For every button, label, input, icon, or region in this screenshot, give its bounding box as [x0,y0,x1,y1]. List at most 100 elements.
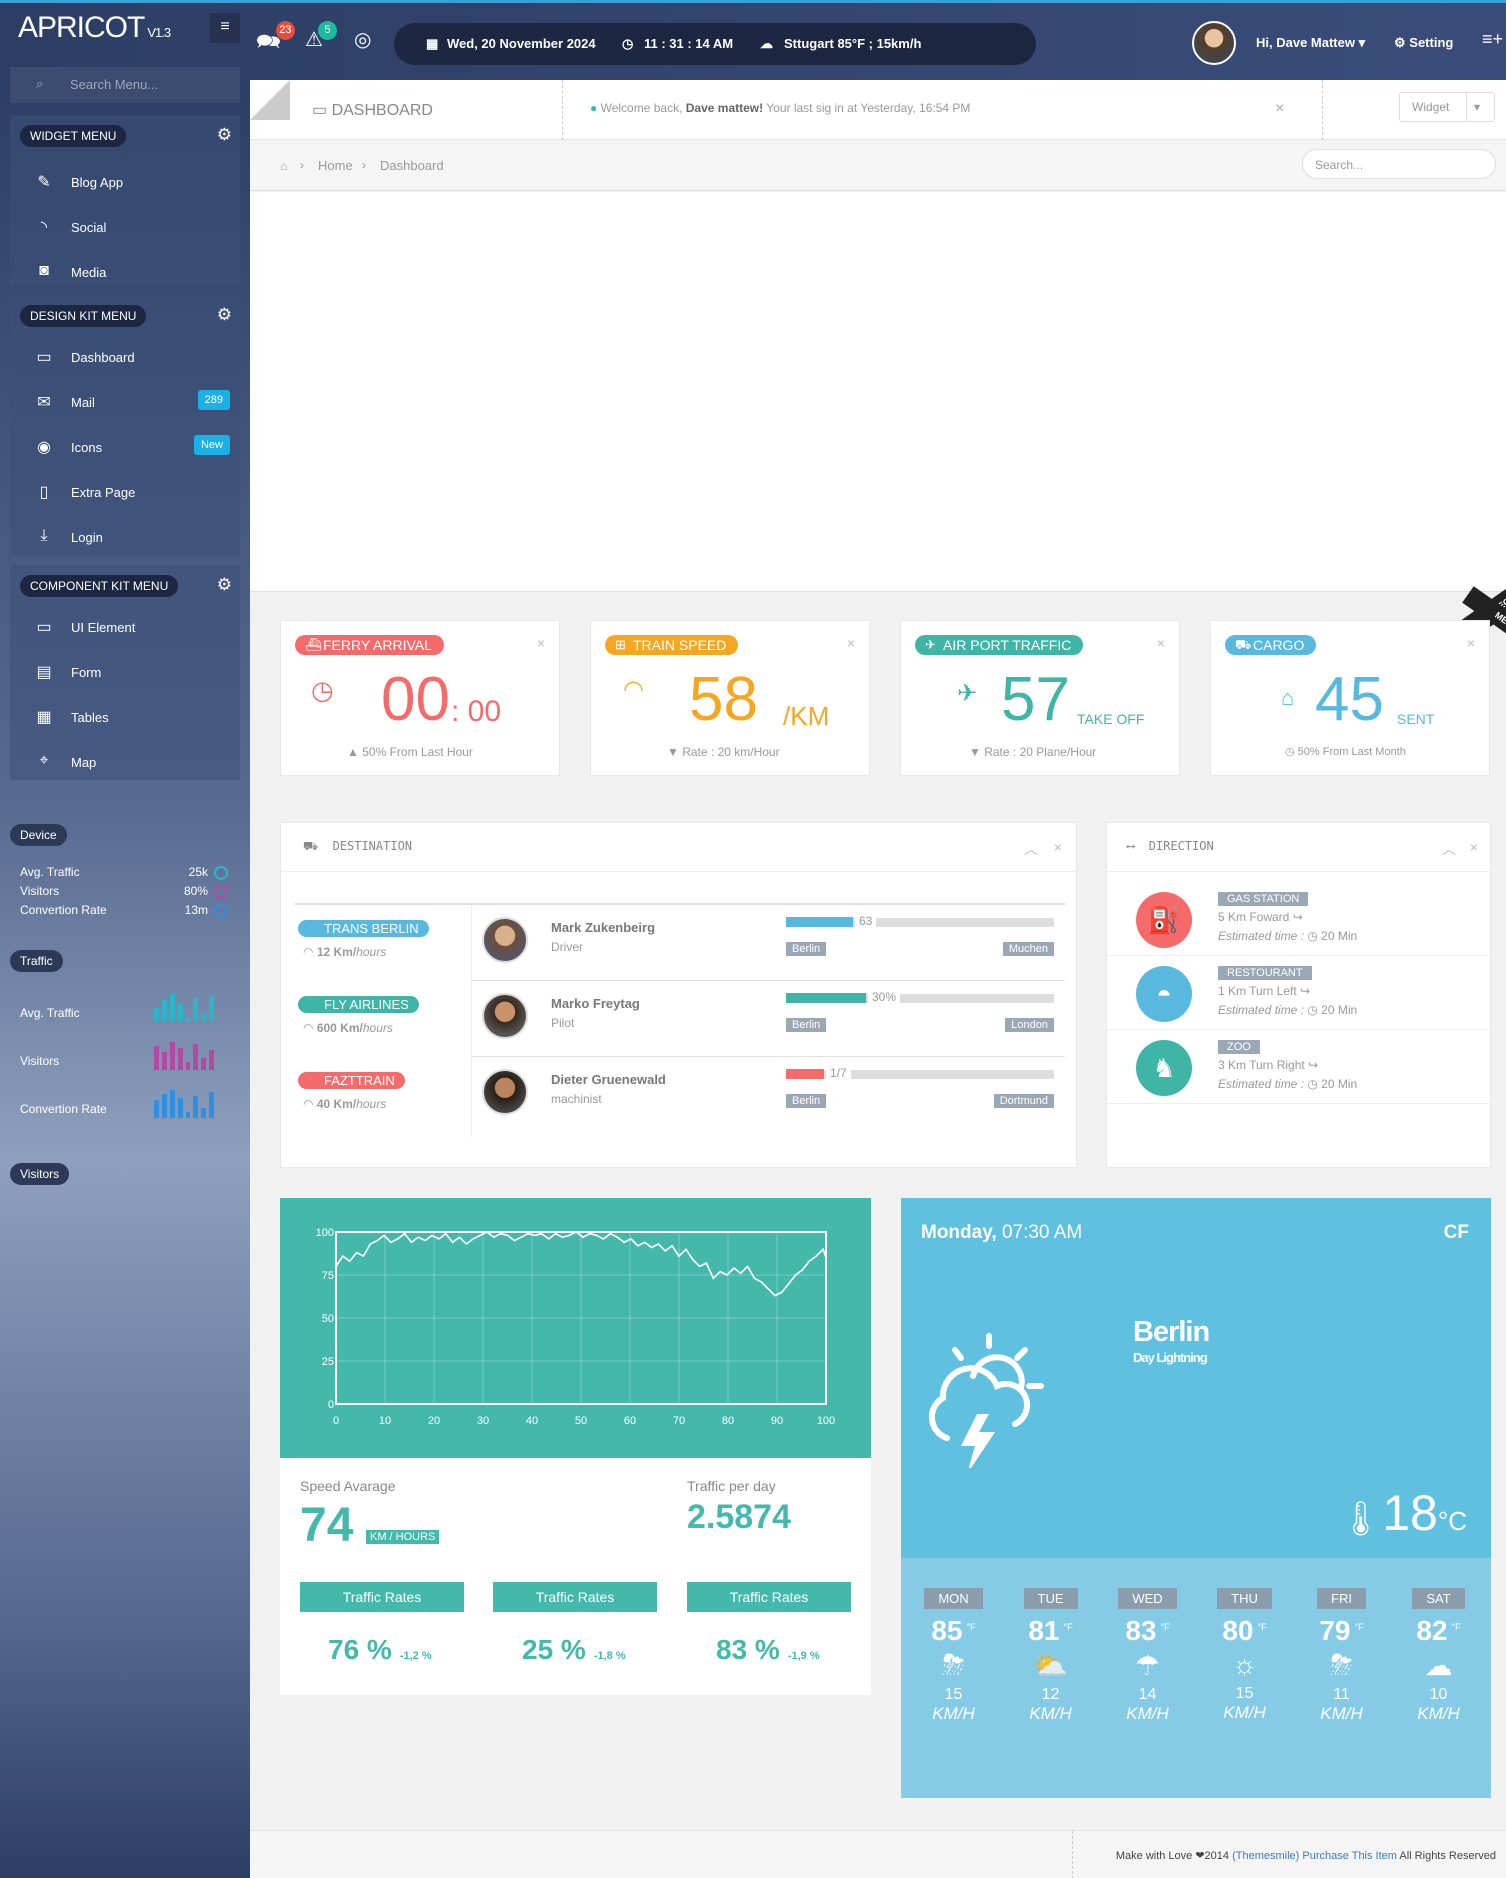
unit-toggle[interactable]: CF [1443,1222,1469,1243]
gear-icon[interactable]: ⚙ [216,125,232,144]
gear-icon[interactable]: ⚙ [216,305,232,324]
avatar[interactable] [482,917,528,963]
forecast-day: SAT 82 °F ☁ 10 KM/H [1390,1588,1487,1724]
forecast-temp: 83 °F [1125,1615,1170,1646]
traffic-convertion-rate: Convertion Rate [20,1088,232,1118]
x-tick-label: 80 [722,1415,734,1427]
traffic-pill[interactable]: Traffic [10,950,63,972]
sidebar-item-mail[interactable]: ✉ Mail 289 [10,382,240,422]
widget-dropdown[interactable]: Widget ▾ [1399,92,1495,122]
breadcrumb-dashboard[interactable]: Dashboard [380,158,444,173]
sidebar-item-social[interactable]: ◝ Social [10,207,240,247]
ferry-value-minutes: : 00 [451,695,502,728]
traffic-rates-button-2[interactable]: Traffic Rates [493,1582,657,1612]
avatar[interactable] [482,993,528,1039]
component-kit-menu-title: COMPONENT KIT MENU [20,575,179,597]
themesmile-link[interactable]: (Themesmile) [1232,1850,1300,1862]
forecast-speed-unit: KM/H [1223,1703,1266,1722]
close-icon[interactable]: × [846,635,855,651]
series-line [335,1231,827,1297]
traffic-rates-button-3[interactable]: Traffic Rates [687,1582,851,1612]
progress-track [786,918,1054,927]
sidebar-item-tables[interactable]: ▦ Tables [10,697,240,737]
breadcrumb-home[interactable]: Home [318,158,353,173]
traffic-per-day-value: 2.5874 [687,1498,791,1536]
progress-label: 1/7 [826,1066,851,1080]
sidebar-item-icons[interactable]: ◉ Icons New [10,427,240,467]
sidebar-item-form[interactable]: ▤ Form [10,652,240,692]
forecast-day-label: FRI [1317,1588,1366,1609]
y-tick-label: 50 [322,1313,334,1325]
close-icon[interactable]: × [1469,839,1478,855]
forecast-speed-unit: KM/H [932,1704,975,1723]
collapse-icon[interactable]: ︿ [1024,841,1038,857]
form-icon: ▤ [36,664,52,681]
sidebar-item-dashboard[interactable]: ▭ Dashboard [10,337,240,377]
notification-badge: 23 [275,21,295,40]
close-icon[interactable]: × [1466,635,1475,651]
sidebar-item-media[interactable]: ◙ Media [10,252,240,292]
person-name: Mark Zukenbeirg [551,920,656,935]
cargo-tag: ⛟ CARGO [1225,635,1317,655]
download-icon: ⤓ [40,527,48,544]
plane-icon: ✈ [925,637,936,652]
sidebar-item-extra-page[interactable]: ▯ Extra Page [10,472,240,512]
gear-icon[interactable]: ⚙ [216,575,232,594]
train-speed-tag: ⊞ TRAIN SPEED [605,635,739,655]
direction-tag: GAS STATION [1218,892,1309,906]
transport-tag: FAZTTRAIN [298,1072,405,1089]
search-menu-input[interactable]: ⌕ Search Menu... [10,67,240,103]
direction-text: 5 Km Foward ↪ [1218,910,1303,924]
train-speed-value: 58 [689,665,758,734]
user-menu[interactable]: Hi, Dave Mattew ▾ [1256,35,1366,50]
weather-text: Sttugart 85°F ; 15km/h [784,36,922,51]
chat-icon[interactable]: 🗪 23 [256,21,295,61]
forecast-day-label: SAT [1412,1588,1465,1609]
avatar[interactable] [482,1069,528,1115]
expand-icon[interactable]: ≡+ [1482,29,1504,49]
sidebar: ⌕ Search Menu... WIDGET MENU ⚙ ✎ Blog App … [0,67,250,1878]
clock-icon: ◷ [311,675,334,705]
hamburger-icon[interactable]: ≡ [210,13,240,43]
forecast-day-label: TUE [1023,1588,1078,1609]
close-icon[interactable]: × [536,635,545,651]
rss-icon: ◝ [40,219,48,236]
search-input[interactable]: Search... [1302,149,1496,179]
home-icon[interactable]: ⌂ [280,159,288,173]
speed-average-value: 74 [300,1499,354,1552]
rain-icon: ☂ [1134,1650,1161,1681]
traffic-rate-1: 76 % -1,2 % [328,1634,432,1665]
warning-icon[interactable]: ⚠ 5 [305,21,337,52]
app-logo[interactable]: APRICOT V1.3 [18,11,171,44]
progress-track [786,1070,1054,1079]
content-placeholder [250,192,1506,592]
close-icon[interactable]: × [1156,635,1165,651]
airport-traffic-card: ✈ AIR PORT TRAFFIC × ✈ 57 TAKE OFF ▼ Rate… [900,620,1180,776]
setting-button[interactable]: ⚙ Setting [1394,35,1454,50]
collapse-icon[interactable]: ︿ [1442,841,1456,857]
sidebar-item-login[interactable]: ⤓ Login [10,517,240,557]
sidebar-item-ui-element[interactable]: ▭ UI Element [10,607,240,647]
thermometer-icon: 🌡 [1339,1500,1383,1538]
weather-icon: ☁ [760,36,773,51]
eye-icon: ◉ [37,439,51,456]
cargo-value: 45 [1315,665,1384,734]
traffic-rates-button-1[interactable]: Traffic Rates [300,1582,464,1612]
sidebar-item-blog-app[interactable]: ✎ Blog App [10,162,240,202]
close-icon[interactable]: × [1275,100,1285,117]
purchase-link[interactable]: Purchase This Item [1302,1850,1397,1862]
truck-icon: ⛟ [303,839,319,853]
device-pill[interactable]: Device [10,824,67,846]
ferry-arrival-tag: ⛴ FERRY ARRIVAL [295,635,444,655]
origin-city: Berlin [786,1018,827,1032]
lifebuoy-icon[interactable]: ◎ [354,29,372,51]
user-avatar[interactable] [1192,21,1236,65]
speed-stats-panel: Speed Avarage 74 KM / HOURS Traffic per … [280,1458,871,1695]
sidebar-item-map[interactable]: ⌖ Map [10,742,240,782]
storm-icon [928,1333,1044,1468]
forecast-speed: 10 [1429,1686,1448,1703]
direction-text: 1 Km Turn Left ↪ [1218,984,1311,998]
partly-cloudy-icon: ⛅ [1033,1650,1068,1681]
close-icon[interactable]: × [1053,839,1062,855]
visitors-pill[interactable]: Visitors [10,1163,70,1185]
